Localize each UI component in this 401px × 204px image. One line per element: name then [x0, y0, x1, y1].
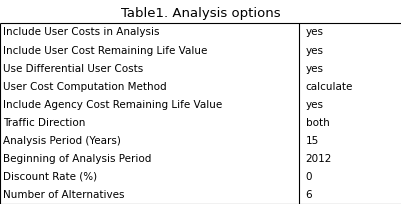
Text: Analysis Period (Years): Analysis Period (Years)	[3, 136, 121, 146]
Text: User Cost Computation Method: User Cost Computation Method	[3, 82, 166, 92]
Text: Include Agency Cost Remaining Life Value: Include Agency Cost Remaining Life Value	[3, 100, 222, 110]
Text: Include User Cost Remaining Life Value: Include User Cost Remaining Life Value	[3, 45, 207, 55]
Text: 0: 0	[305, 172, 311, 182]
Text: yes: yes	[305, 28, 323, 38]
Text: Table1. Analysis options: Table1. Analysis options	[121, 7, 280, 20]
Text: Discount Rate (%): Discount Rate (%)	[3, 172, 97, 182]
Text: yes: yes	[305, 45, 323, 55]
Text: 15: 15	[305, 136, 318, 146]
Text: Include User Costs in Analysis: Include User Costs in Analysis	[3, 28, 159, 38]
Text: Number of Alternatives: Number of Alternatives	[3, 190, 124, 200]
Text: yes: yes	[305, 64, 323, 74]
Text: 6: 6	[305, 190, 311, 200]
Text: Beginning of Analysis Period: Beginning of Analysis Period	[3, 154, 151, 164]
Text: calculate: calculate	[305, 82, 352, 92]
Text: Use Differential User Costs: Use Differential User Costs	[3, 64, 143, 74]
Text: yes: yes	[305, 100, 323, 110]
Text: both: both	[305, 118, 328, 128]
Text: Traffic Direction: Traffic Direction	[3, 118, 85, 128]
Text: 2012: 2012	[305, 154, 331, 164]
